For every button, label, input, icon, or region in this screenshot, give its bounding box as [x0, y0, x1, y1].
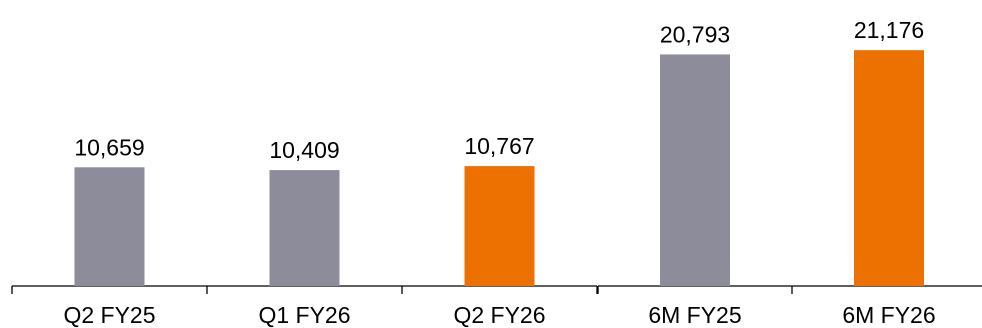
data-label: 10,659 [74, 134, 144, 160]
data-label: 21,176 [854, 17, 924, 43]
x-tick-label: Q1 FY26 [258, 302, 350, 328]
bar-6m-fy25 [660, 54, 730, 286]
bar-6m-fy26 [854, 50, 924, 287]
chart-panel-2: 20,793 6M FY25 21,176 6M FY26 [597, 17, 982, 328]
bar-q2-fy25 [74, 167, 145, 286]
data-label: 20,793 [660, 21, 730, 47]
x-tick-label: Q2 FY26 [453, 302, 545, 328]
bar-q1-fy26 [269, 170, 340, 286]
x-tick-label: 6M FY25 [648, 302, 741, 328]
chart-panel-1: 10,659 Q2 FY25 10,409 Q1 FY26 10,767 Q2 FY26 [11, 133, 598, 328]
data-label: 10,409 [269, 137, 339, 163]
data-label: 10,767 [464, 133, 534, 159]
x-tick-label: Q2 FY25 [63, 302, 155, 328]
x-tick-label: 6M FY26 [842, 302, 935, 328]
bar-q2-fy26 [464, 166, 535, 286]
